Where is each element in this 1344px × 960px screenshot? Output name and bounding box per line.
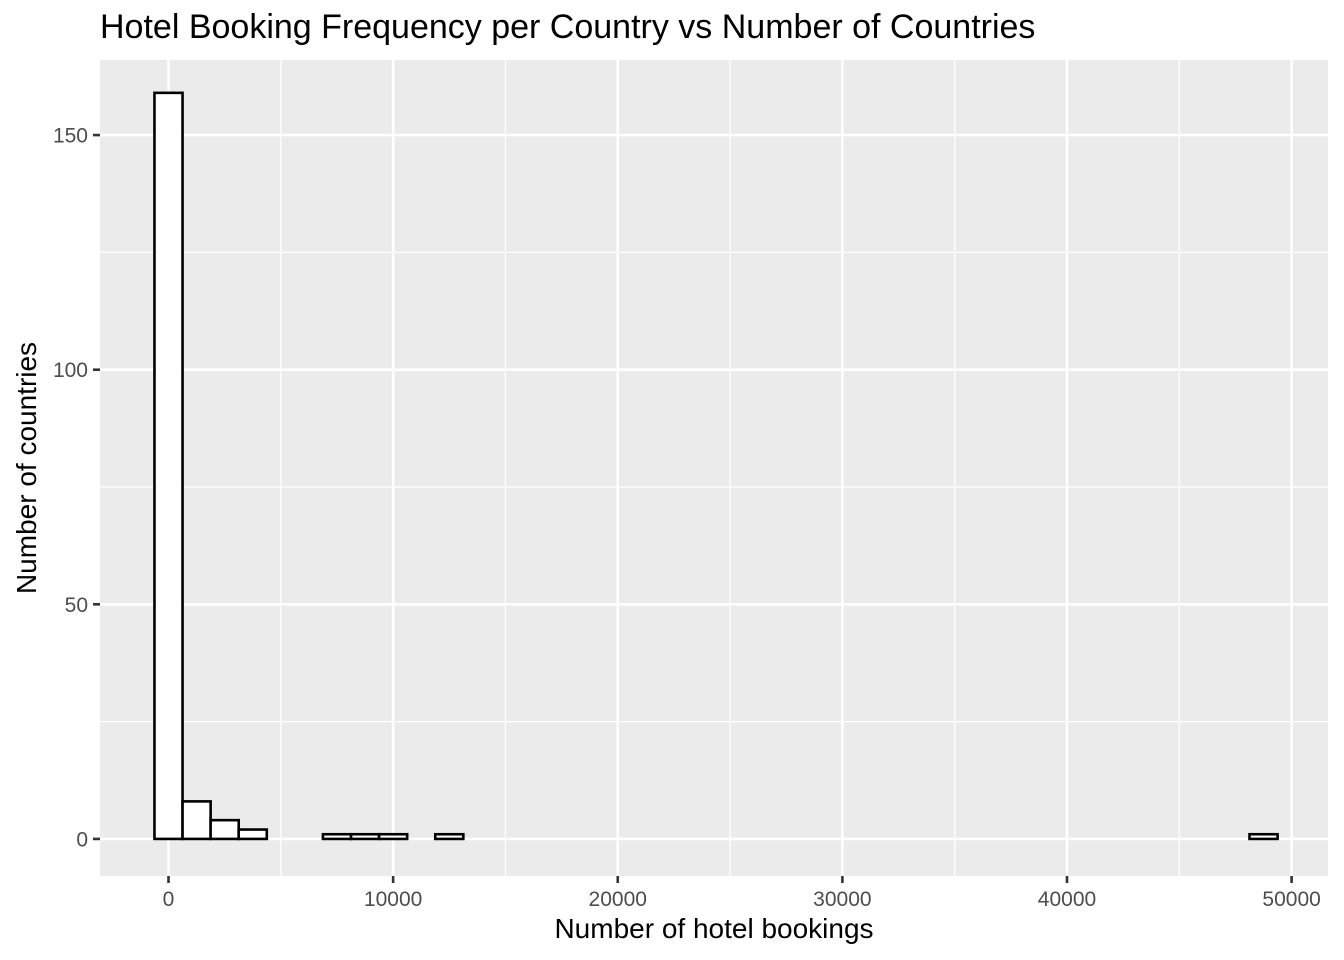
grid-lines: [100, 60, 1328, 876]
x-tick-label: 0: [163, 888, 175, 911]
y-axis: 0 50 100 150: [53, 125, 100, 851]
x-tick-label: 30000: [813, 888, 871, 911]
x-tick-label: 10000: [364, 888, 422, 911]
plot-panel: [100, 60, 1328, 876]
y-tick-label: 50: [65, 594, 88, 617]
x-axis-title: Number of hotel bookings: [554, 913, 873, 944]
x-tick-label: 40000: [1038, 888, 1096, 911]
histogram-bar: [181, 800, 212, 841]
histogram-bar: [1248, 832, 1279, 841]
x-tick-label: 50000: [1262, 888, 1320, 911]
histogram-bar: [153, 91, 184, 841]
x-tick-label: 20000: [589, 888, 647, 911]
histogram-bar: [349, 832, 381, 841]
y-tick-label: 100: [53, 359, 88, 382]
x-axis: 0 10000 20000 30000 40000 50000: [163, 876, 1321, 911]
histogram-bar: [237, 828, 269, 841]
histogram-bar: [433, 832, 465, 841]
histogram-bar: [321, 832, 353, 841]
y-axis-title: Number of countries: [11, 342, 42, 594]
y-tick-label: 150: [53, 125, 88, 148]
histogram-bar: [209, 818, 241, 841]
histogram-bars: [153, 91, 1279, 841]
histogram-bar: [377, 832, 409, 841]
chart-title: Hotel Booking Frequency per Country vs N…: [100, 8, 1035, 46]
y-tick-label: 0: [76, 828, 88, 851]
